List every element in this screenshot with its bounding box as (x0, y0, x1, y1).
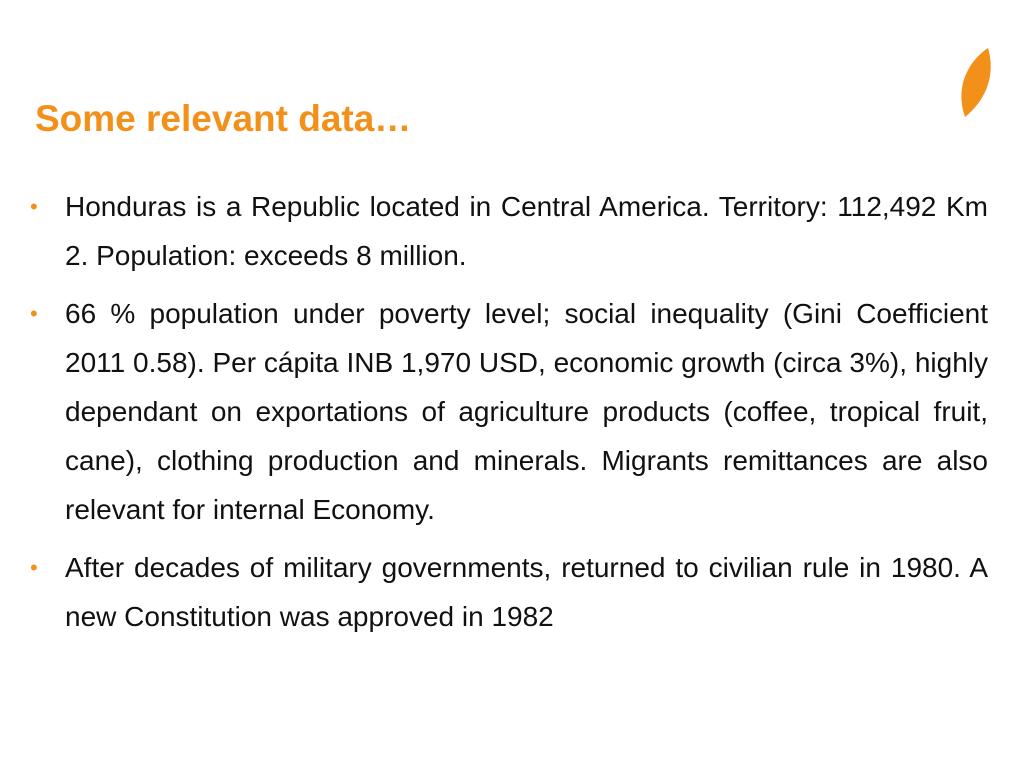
slide-title: Some relevant data… (35, 98, 412, 139)
bullet-list: Honduras is a Republic located in Centra… (30, 182, 988, 650)
bullet-item: 66 % population under poverty level; soc… (30, 289, 988, 534)
leaf-logo (961, 48, 991, 117)
leaf-shape (961, 48, 991, 117)
bullet-item: After decades of military governments, r… (30, 543, 988, 641)
bullet-item: Honduras is a Republic located in Centra… (30, 182, 988, 280)
